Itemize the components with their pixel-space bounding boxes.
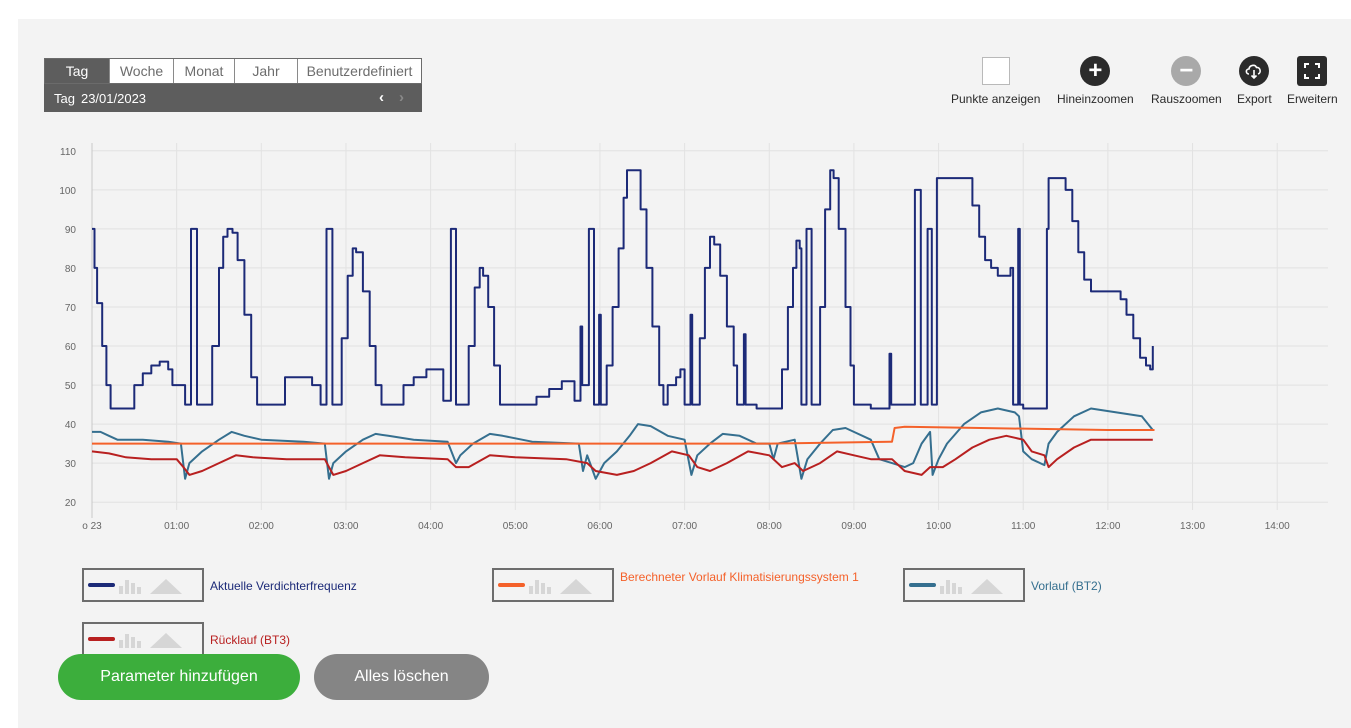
zoom-in-button[interactable]: + Hineinzoomen [1057, 56, 1134, 106]
legend-label: Berechneter Vorlauf Klimatisierungssyste… [620, 570, 859, 584]
y-tick-label: 100 [59, 186, 76, 197]
x-tick-label: 10:00 [926, 521, 951, 532]
next-day-icon[interactable]: › [399, 89, 404, 106]
expand-button[interactable]: Erweitern [1287, 56, 1338, 106]
tab-week[interactable]: Woche [109, 59, 173, 83]
legend-line-swatch [498, 583, 525, 587]
chart-panel: Tag Woche Monat Jahr Benutzerdefiniert T… [18, 19, 1351, 728]
date-bar-date: 23/01/2023 [80, 90, 147, 106]
minus-icon: − [1171, 56, 1202, 86]
legend-label: Aktuelle Verdichterfrequenz [210, 579, 357, 593]
x-tick-label: 01:00 [164, 521, 189, 532]
bar-chart-icon [529, 580, 551, 594]
tab-day[interactable]: Tag [45, 59, 109, 83]
x-tick-label: 12:00 [1095, 521, 1120, 532]
area-chart-icon [150, 633, 182, 648]
y-tick-label: 20 [65, 498, 77, 509]
y-tick-label: 60 [65, 342, 77, 353]
x-tick-label: 07:00 [672, 521, 697, 532]
x-tick-label: 14:00 [1265, 521, 1290, 532]
period-tabs: Tag Woche Monat Jahr Benutzerdefiniert [44, 58, 422, 84]
legend-label: Vorlauf (BT2) [1031, 579, 1102, 593]
tab-year[interactable]: Jahr [234, 59, 297, 83]
checkbox-icon[interactable] [981, 57, 1010, 85]
plot-background [44, 129, 1351, 549]
x-tick-label: 13:00 [1180, 521, 1205, 532]
expand-label: Erweitern [1287, 92, 1338, 106]
bar-chart-icon [119, 580, 141, 594]
legend-line-swatch [88, 637, 115, 641]
zoom-out-label: Rauszoomen [1151, 92, 1222, 106]
cloud-download-icon [1239, 56, 1270, 86]
x-tick-label: 04:00 [418, 521, 443, 532]
x-tick-label: 08:00 [757, 521, 782, 532]
x-tick-label: 11:00 [1011, 521, 1036, 532]
clear-all-button[interactable]: Alles löschen [314, 654, 489, 700]
x-tick-label: 06:00 [587, 521, 612, 532]
fullscreen-icon [1297, 56, 1328, 86]
tab-custom[interactable]: Benutzerdefiniert [297, 59, 421, 83]
prev-day-icon[interactable]: ‹ [379, 89, 384, 106]
x-tick-label: 02:00 [249, 521, 274, 532]
legend-item-calculated-supply: Berechneter Vorlauf Klimatisierungssyste… [492, 568, 870, 602]
series-line-2 [92, 407, 1154, 480]
legend-line-swatch [909, 583, 936, 587]
x-tick-label: 09:00 [841, 521, 866, 532]
y-tick-label: 80 [65, 264, 77, 275]
legend-toggle-compressor-frequency[interactable] [82, 568, 204, 602]
legend-line-swatch [88, 583, 115, 587]
y-tick-label: 70 [65, 303, 77, 314]
area-chart-icon [560, 579, 592, 594]
legend-toggle-calculated-supply[interactable] [492, 568, 614, 602]
zoom-out-button[interactable]: − Rauszoomen [1151, 56, 1222, 106]
x-tick-label: 03:00 [333, 521, 358, 532]
y-tick-label: 30 [65, 459, 77, 470]
line-chart: 20 30 40 50 60 70 80 90 100 110 o 23 01:00 02:00 03:0… [44, 129, 1351, 549]
area-chart-icon [971, 579, 1003, 594]
y-tick-label: 90 [65, 225, 77, 236]
x-tick-label: 05:00 [503, 521, 528, 532]
bar-chart-icon [119, 634, 141, 648]
export-label: Export [1237, 92, 1272, 106]
date-bar-label: Tag [54, 90, 75, 106]
bar-chart-icon [940, 580, 962, 594]
show-points-label: Punkte anzeigen [951, 92, 1041, 106]
show-points-toggle[interactable]: Punkte anzeigen [951, 56, 1040, 106]
legend-item-compressor-frequency: Aktuelle Verdichterfrequenz [82, 568, 460, 602]
legend-item-supply-bt2: Vorlauf (BT2) [903, 568, 1281, 602]
series-line-3 [91, 434, 1153, 476]
legend-item-return-bt3: Rücklauf (BT3) [82, 622, 460, 656]
plus-icon: + [1080, 56, 1111, 86]
date-bar: Tag 23/01/2023 ‹ › [44, 84, 422, 112]
export-button[interactable]: Export [1237, 56, 1272, 106]
tab-month[interactable]: Monat [173, 59, 234, 83]
x-tick-label: o 23 [82, 521, 102, 532]
series-line-1 [92, 425, 1155, 445]
zoom-in-label: Hineinzoomen [1057, 92, 1134, 106]
y-tick-label: 40 [65, 420, 77, 431]
add-parameter-button[interactable]: Parameter hinzufügen [58, 654, 300, 700]
legend-toggle-supply-bt2[interactable] [903, 568, 1025, 602]
area-chart-icon [150, 579, 182, 594]
y-tick-label: 50 [65, 381, 77, 392]
y-tick-label: 110 [60, 147, 76, 158]
legend-toggle-return-bt3[interactable] [82, 622, 204, 656]
series-line-0 [92, 169, 1154, 410]
legend-label: Rücklauf (BT3) [210, 633, 291, 647]
chart-area: 20 30 40 50 60 70 80 90 100 110 o 23 01:00 02:00 03:0… [44, 129, 1351, 549]
